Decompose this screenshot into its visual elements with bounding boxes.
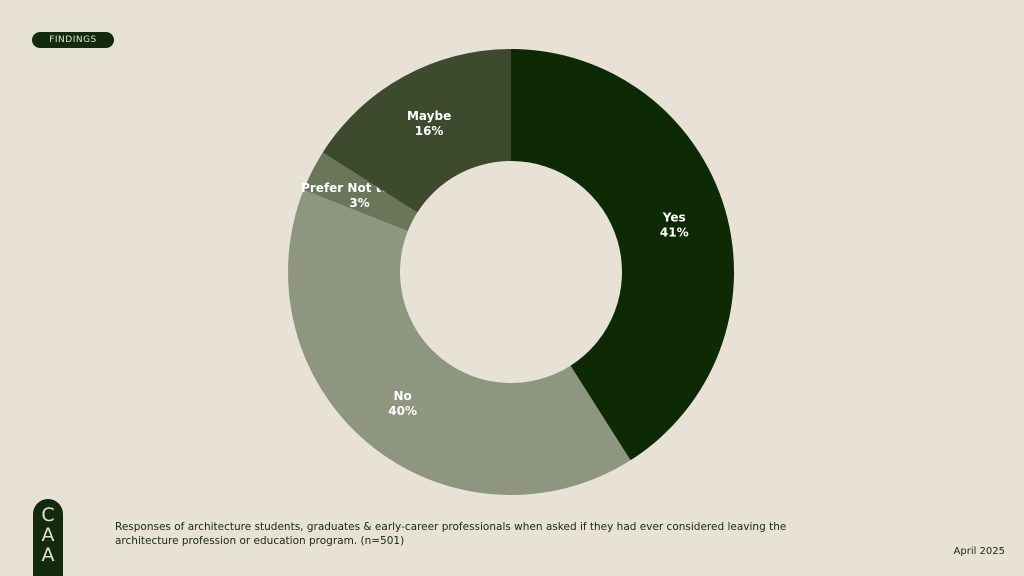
slice-category-label: Maybe	[407, 109, 451, 123]
slice-yes	[511, 48, 735, 461]
slice-value-label: 16%	[415, 124, 444, 138]
findings-badge: FINDINGS	[32, 32, 114, 48]
slice-category-label: No	[393, 389, 411, 403]
slice-label: Maybe 16%	[407, 109, 451, 138]
caa-logo: C A A	[33, 499, 63, 576]
slice-prefer-not-to-say	[303, 152, 418, 232]
slice-label: Yes 41%	[660, 211, 689, 240]
slice-value-label: 3%	[349, 196, 369, 210]
slice-value-label: 41%	[660, 226, 689, 240]
slice-no	[288, 189, 631, 496]
chart-caption: Responses of architecture students, grad…	[115, 521, 787, 547]
slice-label: No 40%	[388, 389, 417, 418]
slice-value-label: 40%	[388, 404, 417, 418]
report-date: April 2025	[953, 546, 1005, 557]
logo-letter: A	[41, 524, 55, 546]
logo-letter: A	[41, 544, 55, 566]
logo-letter: C	[41, 504, 55, 526]
slice-category-label: Yes	[662, 211, 686, 225]
slice-maybe	[322, 49, 511, 213]
